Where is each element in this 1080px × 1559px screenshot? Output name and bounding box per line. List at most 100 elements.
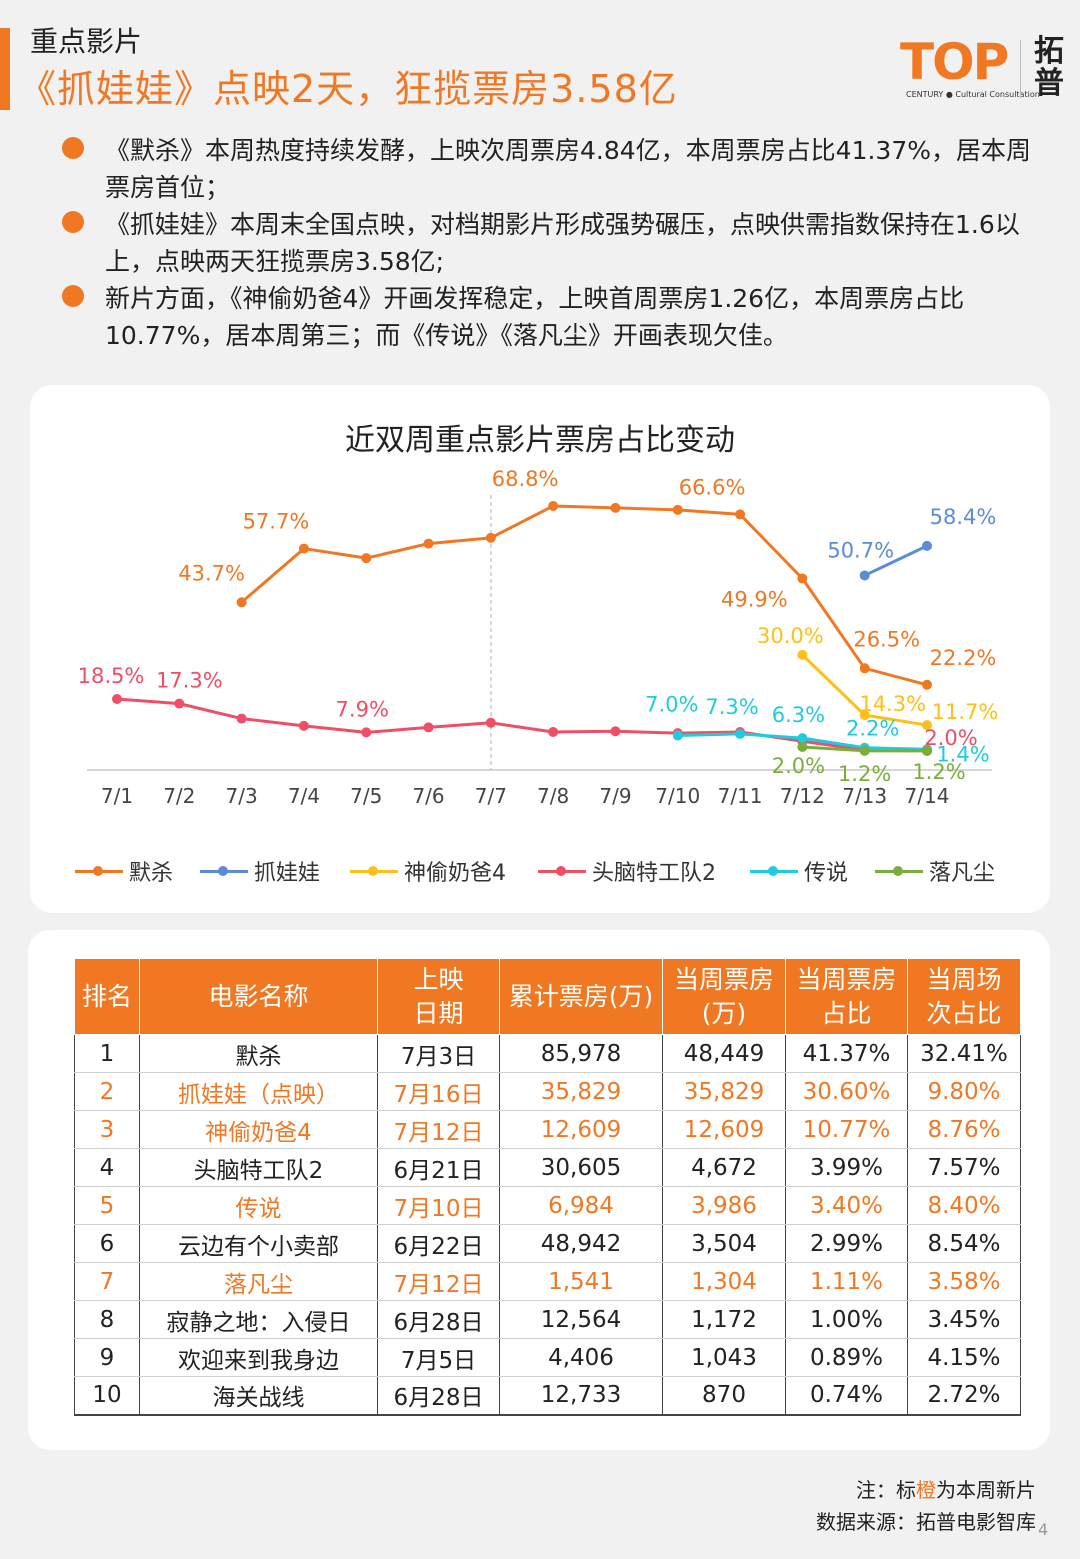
legend-dot-icon [768, 866, 778, 876]
data-label: 2.0% [772, 754, 825, 778]
page-number: 4 [1038, 1520, 1049, 1539]
bullet-dot-icon [62, 285, 84, 307]
table-cell: 1.11% [785, 1262, 908, 1301]
data-label: 2.0% [924, 726, 977, 750]
legend-label: 落凡尘 [929, 861, 996, 886]
table-cell: 默杀 [139, 1034, 378, 1073]
table-header-cell: 当周票房 (万) [662, 958, 786, 1035]
table-cell: 7月3日 [377, 1034, 500, 1073]
table-cell: 欢迎来到我身边 [139, 1338, 378, 1377]
ranking-table: 排名 电影名称 上映 日期 累计票房(万) 当周票房 (万) 当周票房 占比 当周场 次占比 1 默杀… [74, 958, 1021, 1416]
bullet-list: 《默杀》本周热度持续发酵，上映次周票房4.84亿，本周票房占比41.37%，居本… [60, 132, 1050, 354]
footnote: 注：标橙为本周新片 [856, 1474, 1036, 1503]
legend-swatch-icon [350, 866, 398, 876]
table-cell: 6月21日 [377, 1148, 500, 1187]
footnote-suffix: 为本周新片 [936, 1478, 1036, 1502]
table-cell: 1 [74, 1034, 140, 1073]
data-point [361, 727, 372, 738]
x-tick-label: 7/3 [226, 784, 258, 808]
legend-label: 神偷奶爸4 [404, 861, 506, 886]
table-cell: 30.60% [785, 1072, 908, 1111]
data-label: 2.2% [846, 717, 899, 741]
table-cell: 4 [74, 1148, 140, 1187]
data-point [112, 694, 122, 705]
table-cell: 4,672 [662, 1148, 786, 1187]
table-cell: 1.00% [785, 1300, 908, 1339]
data-label: 30.0% [757, 624, 824, 648]
table-row: 5 传说 7月10日 6,984 3,986 3.40% 8.40% [74, 1186, 1021, 1225]
table-cell: 6月22日 [377, 1224, 500, 1263]
data-point [859, 663, 870, 674]
table-cell: 4,406 [499, 1338, 663, 1377]
legend-item: 抓娃娃 [200, 855, 320, 887]
data-point [548, 500, 559, 511]
data-point [735, 728, 746, 739]
table-cell: 3.40% [785, 1186, 908, 1225]
table-header-cell: 上映 日期 [377, 958, 500, 1035]
page-title: 《抓娃娃》点映2天，狂揽票房3.58亿 [18, 67, 678, 111]
legend-item: 传说 [750, 855, 848, 887]
series-line-头脑特工队2 [116, 697, 928, 753]
data-label: 26.5% [853, 627, 920, 651]
table-cell: 3.45% [907, 1300, 1021, 1339]
table-cell: 8.76% [907, 1110, 1021, 1149]
table-header-cell: 当周票房 占比 [785, 958, 908, 1035]
x-tick-label: 7/8 [537, 784, 569, 808]
bullet-text: 新片方面，《神偷奶爸4》开画发挥稳定，上映首周票房1.26亿，本周票房占比10.… [105, 284, 965, 350]
bullet-item: 《默杀》本周热度持续发酵，上映次周票房4.84亿，本周票房占比41.37%，居本… [60, 132, 1050, 206]
data-point [423, 722, 434, 733]
data-label: 68.8% [492, 467, 559, 491]
table-cell: 7.57% [907, 1148, 1021, 1187]
x-tick-label: 7/13 [842, 784, 887, 808]
bullet-item: 《抓娃娃》本周末全国点映，对档期影片形成强势碾压，点映供需指数保持在1.6以上，… [60, 206, 1050, 280]
table-row: 8 寂静之地：入侵日 6月28日 12,564 1,172 1.00% 3.45% [74, 1300, 1021, 1339]
table-cell: 12,564 [499, 1300, 663, 1339]
table-cell: 2 [74, 1072, 140, 1111]
table-cell: 3.99% [785, 1148, 908, 1187]
data-point [797, 649, 808, 660]
data-point [922, 720, 932, 731]
table-cell: 头脑特工队2 [139, 1148, 378, 1187]
data-point [485, 717, 496, 728]
table-cell: 8.40% [907, 1186, 1021, 1225]
legend-label: 默杀 [129, 861, 174, 886]
data-point [236, 713, 247, 724]
x-tick-label: 7/9 [599, 784, 631, 808]
logo-chinese: 拓普 [1034, 34, 1064, 101]
line-chart: 7/1 7/2 7/3 7/4 7/5 7/6 7/7 7/8 7/9 7/10 7/11 7/12 7… [78, 467, 999, 808]
bullet-dot-icon [62, 137, 84, 159]
table-cell: 41.37% [785, 1034, 908, 1073]
x-tick-label: 7/7 [475, 784, 507, 808]
table-cell: 寂静之地：入侵日 [139, 1300, 378, 1339]
table-header-cell: 电影名称 [139, 958, 378, 1035]
data-point [236, 597, 247, 608]
table-cell: 7 [74, 1262, 140, 1301]
x-tick-label: 7/14 [905, 784, 950, 808]
table-row: 2 抓娃娃（点映） 7月16日 35,829 35,829 30.60% 9.80% [74, 1072, 1021, 1111]
x-tick-label: 7/2 [163, 784, 195, 808]
series-line-抓娃娃 [864, 544, 928, 577]
table-cell: 30,605 [499, 1148, 663, 1187]
data-point [735, 509, 746, 520]
data-label: 57.7% [243, 510, 310, 534]
table-cell: 海关战线 [139, 1376, 378, 1416]
table-cell: 2.99% [785, 1224, 908, 1263]
x-tick-label: 7/10 [655, 784, 700, 808]
table-cell: 85,978 [499, 1034, 663, 1073]
data-label: 11.7% [932, 700, 999, 724]
table-cell: 落凡尘 [139, 1262, 378, 1301]
table-cell: 12,733 [499, 1376, 663, 1416]
legend-label: 传说 [804, 861, 849, 886]
table-cell: 48,942 [499, 1224, 663, 1263]
legend-dot-icon [93, 866, 103, 876]
data-point [174, 698, 185, 709]
table-cell: 870 [662, 1376, 786, 1416]
table-row: 7 落凡尘 7月12日 1,541 1,304 1.11% 3.58% [74, 1262, 1021, 1301]
data-label: 66.6% [679, 475, 746, 499]
data-label: 1.4% [936, 742, 989, 766]
legend-item: 神偷奶爸4 [350, 855, 506, 887]
table-cell: 6 [74, 1224, 140, 1263]
x-tick-label: 7/5 [350, 784, 382, 808]
table-header-cell: 当周场 次占比 [907, 958, 1021, 1035]
